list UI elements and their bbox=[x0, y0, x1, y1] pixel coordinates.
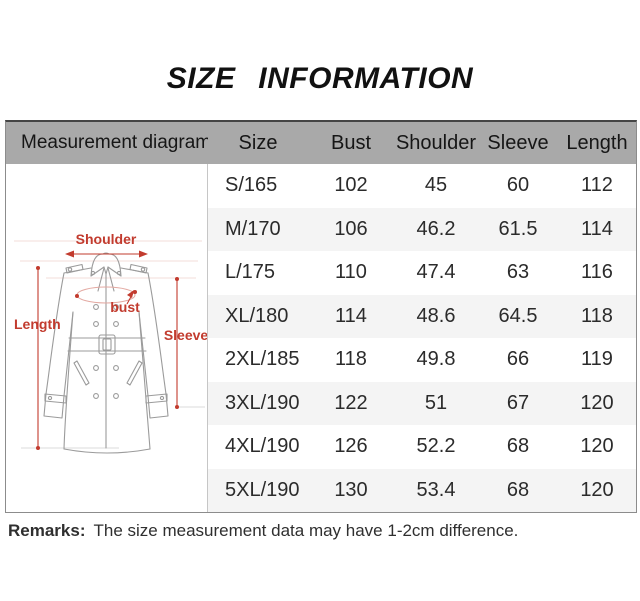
col-header-size: Size bbox=[208, 122, 308, 164]
bust-cell: 102 bbox=[308, 164, 394, 208]
shoulder-cell: 51 bbox=[394, 381, 478, 425]
sleeve-cell: 63 bbox=[478, 251, 558, 295]
shoulder-label: Shoulder bbox=[76, 231, 137, 247]
size-cell: 4XL/190 bbox=[208, 425, 308, 469]
shoulder-cell: 49.8 bbox=[394, 338, 478, 382]
measure-guide-lines bbox=[21, 406, 205, 449]
shoulder-cell: 47.4 bbox=[394, 251, 478, 295]
bust-cell: 106 bbox=[308, 207, 394, 251]
col-header-sleeve: Sleeve bbox=[478, 122, 558, 164]
sleeve-cell: 60 bbox=[478, 164, 558, 208]
faint-guide-lines bbox=[14, 240, 202, 279]
bust-cell: 130 bbox=[308, 468, 394, 512]
size-cell: S/165 bbox=[208, 164, 308, 208]
remarks: Remarks: The size measurement data may ha… bbox=[8, 521, 518, 541]
length-cell: 120 bbox=[558, 381, 636, 425]
measurement-annotations bbox=[36, 250, 179, 450]
sleeve-cell: 68 bbox=[478, 468, 558, 512]
size-cell: 3XL/190 bbox=[208, 381, 308, 425]
measurement-diagram-cell: Shoulder Length bust Sleeve bbox=[6, 164, 208, 512]
length-cell: 120 bbox=[558, 468, 636, 512]
col-header-bust: Bust bbox=[308, 122, 394, 164]
bust-cell: 118 bbox=[308, 338, 394, 382]
sleeve-cell: 64.5 bbox=[478, 294, 558, 338]
length-label: Length bbox=[14, 316, 61, 332]
bust-cell: 110 bbox=[308, 251, 394, 295]
shoulder-cell: 52.2 bbox=[394, 425, 478, 469]
length-cell: 118 bbox=[558, 294, 636, 338]
shoulder-cell: 48.6 bbox=[394, 294, 478, 338]
length-cell: 120 bbox=[558, 425, 636, 469]
size-table: Measurement diagram Size Bust Shoulder S… bbox=[5, 120, 637, 513]
remarks-label: Remarks: bbox=[8, 521, 86, 540]
sleeve-cell: 66 bbox=[478, 338, 558, 382]
sleeve-label: Sleeve bbox=[164, 327, 207, 343]
shoulder-cell: 46.2 bbox=[394, 207, 478, 251]
coat-measurement-diagram: Shoulder Length bust Sleeve bbox=[14, 231, 207, 454]
size-cell: XL/180 bbox=[208, 294, 308, 338]
page-title: SIZE INFORMATION bbox=[166, 62, 474, 95]
col-header-length: Length bbox=[558, 122, 636, 164]
length-cell: 114 bbox=[558, 207, 636, 251]
sleeve-cell: 61.5 bbox=[478, 207, 558, 251]
sleeve-cell: 67 bbox=[478, 381, 558, 425]
shoulder-cell: 45 bbox=[394, 164, 478, 208]
length-cell: 112 bbox=[558, 164, 636, 208]
size-cell: 5XL/190 bbox=[208, 468, 308, 512]
bust-cell: 126 bbox=[308, 425, 394, 469]
size-cell: M/170 bbox=[208, 207, 308, 251]
size-cell: L/175 bbox=[208, 251, 308, 295]
col-header-shoulder: Shoulder bbox=[394, 122, 478, 164]
length-cell: 116 bbox=[558, 251, 636, 295]
bust-cell: 122 bbox=[308, 381, 394, 425]
length-cell: 119 bbox=[558, 338, 636, 382]
shoulder-cell: 53.4 bbox=[394, 468, 478, 512]
col-header-measurement-diagram: Measurement diagram bbox=[6, 122, 211, 164]
bust-label: bust bbox=[110, 299, 140, 315]
bust-cell: 114 bbox=[308, 294, 394, 338]
sleeve-cell: 68 bbox=[478, 425, 558, 469]
coat-sketch bbox=[43, 252, 169, 454]
remarks-text: The size measurement data may have 1-2cm… bbox=[93, 521, 519, 540]
size-cell: 2XL/185 bbox=[208, 338, 308, 382]
